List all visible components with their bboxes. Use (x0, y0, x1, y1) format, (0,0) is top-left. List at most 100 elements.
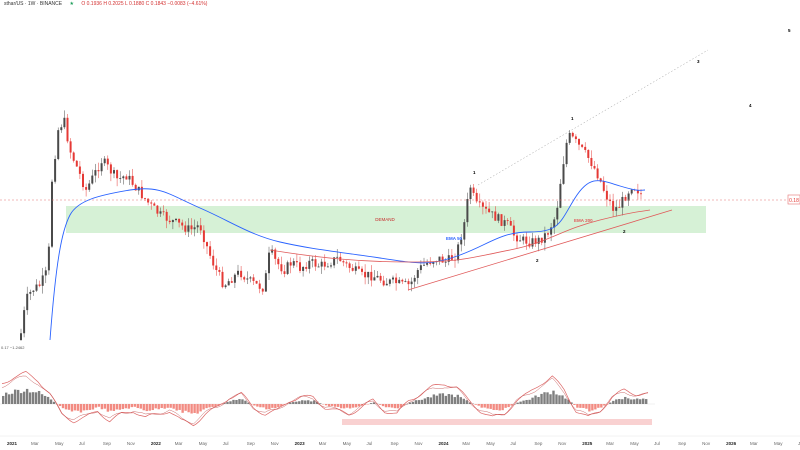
histogram-bar (253, 404, 256, 406)
x-axis-label: Mar (606, 441, 614, 446)
histogram-bar (109, 404, 113, 411)
histogram-bar (351, 404, 355, 408)
histogram-bar (16, 389, 20, 404)
histogram-bar (28, 392, 32, 404)
x-axis-label: Sep (534, 441, 543, 446)
histogram-bar (528, 399, 531, 404)
histogram-bar (510, 404, 513, 406)
histogram-bar (504, 404, 507, 408)
candle (376, 270, 379, 278)
candle-body (264, 273, 267, 292)
candle (246, 271, 249, 285)
histogram-bar (612, 400, 615, 404)
candle-body (361, 268, 363, 272)
candle-body (413, 277, 416, 282)
candle (91, 169, 94, 185)
histogram-bar (235, 399, 238, 404)
histogram-bar (268, 404, 271, 410)
candle-body (550, 227, 553, 235)
candle (82, 171, 84, 191)
candle (330, 262, 332, 269)
candle (116, 169, 119, 187)
histogram-bar (301, 400, 304, 404)
candle (519, 234, 522, 242)
candle (119, 171, 122, 183)
candle-body (128, 175, 131, 180)
histogram-bar (238, 399, 241, 404)
candle (140, 180, 143, 200)
candle-body (587, 149, 590, 158)
candle (506, 218, 509, 225)
candle (202, 225, 205, 249)
candle-body (32, 290, 35, 292)
candle-body (156, 205, 159, 214)
candle (230, 277, 233, 284)
histogram-bar (420, 399, 424, 404)
histogram-bar (100, 404, 104, 410)
candle (342, 259, 345, 267)
candle (75, 160, 78, 167)
candle (209, 241, 212, 259)
histogram-bar (435, 395, 439, 404)
candle (38, 280, 41, 288)
candle-body (35, 284, 38, 291)
candle-body (410, 281, 413, 285)
histogram-bar (384, 404, 388, 408)
symbol-label[interactable]: sthar/US (4, 1, 24, 7)
candle-body (280, 264, 283, 272)
candle-body (23, 310, 26, 334)
star-icon[interactable]: ★ (69, 1, 74, 7)
histogram-bar (49, 399, 53, 404)
candle-body (432, 262, 435, 264)
histogram-bar (489, 404, 492, 409)
x-axis-label: Jul (79, 441, 85, 446)
candle-body (57, 130, 60, 160)
candle-body (116, 170, 119, 179)
histogram-bar (621, 399, 624, 404)
candle-body (475, 192, 478, 202)
histogram-bar (645, 399, 648, 404)
x-axis-label: Nov (558, 441, 567, 446)
candle (472, 183, 475, 196)
candle-body (268, 252, 270, 274)
interval-label[interactable]: 1W (27, 1, 36, 7)
histogram-bar (378, 404, 382, 405)
candle-body (540, 237, 543, 243)
candle (60, 124, 63, 133)
candle-body (342, 261, 345, 263)
candle (187, 218, 190, 238)
histogram-bar (456, 394, 459, 404)
candle (305, 262, 308, 272)
candle-body (289, 262, 292, 266)
x-axis-label: 2026 (726, 441, 737, 446)
candle (497, 212, 500, 224)
candle-body (252, 277, 255, 281)
candle-body (320, 261, 323, 267)
candle (47, 243, 50, 275)
candle (299, 256, 301, 274)
candle-body (457, 244, 460, 261)
histogram-bar (615, 399, 618, 404)
candle (162, 205, 165, 216)
histogram-bar (169, 404, 172, 408)
candle-body (323, 261, 326, 267)
candle (32, 290, 35, 296)
histogram-bar (313, 400, 316, 404)
candle-body (612, 201, 615, 211)
histogram-bar (546, 392, 549, 404)
candle (255, 280, 258, 285)
candle-body (119, 178, 122, 179)
candle (227, 278, 230, 286)
histogram-bar (139, 404, 142, 409)
candle-body (221, 271, 224, 288)
histogram-bar (154, 404, 157, 409)
histogram-bar (453, 397, 456, 404)
x-axis-label: May (774, 441, 783, 446)
candle-body (237, 270, 239, 275)
candle (159, 207, 162, 217)
histogram-bar (127, 404, 131, 409)
histogram-bar (459, 397, 462, 404)
histogram-bar (214, 404, 217, 407)
x-axis-label: 2023 (295, 441, 306, 446)
